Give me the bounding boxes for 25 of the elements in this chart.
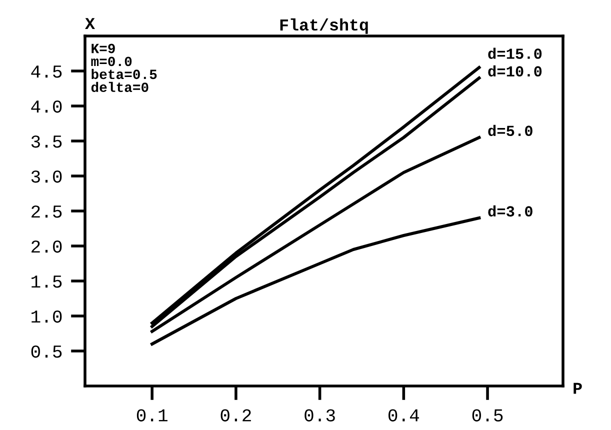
y-tick-label: 2.5 [32,205,62,218]
y-tick-label: 4.5 [31,66,62,78]
x-tick-label: 0.2 [220,409,251,422]
series-label: d=5.0 [488,124,532,136]
y-tick-label: 1.5 [32,276,62,288]
y-axis-title: X [85,18,96,30]
annotation: beta=0.5 [92,68,157,80]
series-label: d=3.0 [488,205,532,217]
x-tick-label: 0.1 [136,409,168,422]
series-label: d=15.0 [488,48,542,59]
x-tick-label: 0.5 [472,409,503,422]
annotation: K=9 [92,44,115,54]
annotation: delta=0 [91,82,148,92]
y-tick-label: 3.5 [31,135,62,148]
y-tick-label: 2.0 [32,240,62,253]
series-label: d=10.0 [488,65,542,77]
y-tick-label: 1.0 [32,310,62,323]
x-axis-title: P [574,382,582,394]
annotation: m=0.0 [91,56,132,66]
y-tick-label: 0.5 [31,345,62,358]
chart-title: Flat/shtq [280,18,368,34]
y-tick-label: 3.0 [31,170,62,183]
y-tick-label: 4.0 [31,100,62,113]
x-tick-label: 0.3 [304,409,335,422]
x-tick-label: 0.4 [388,409,419,422]
